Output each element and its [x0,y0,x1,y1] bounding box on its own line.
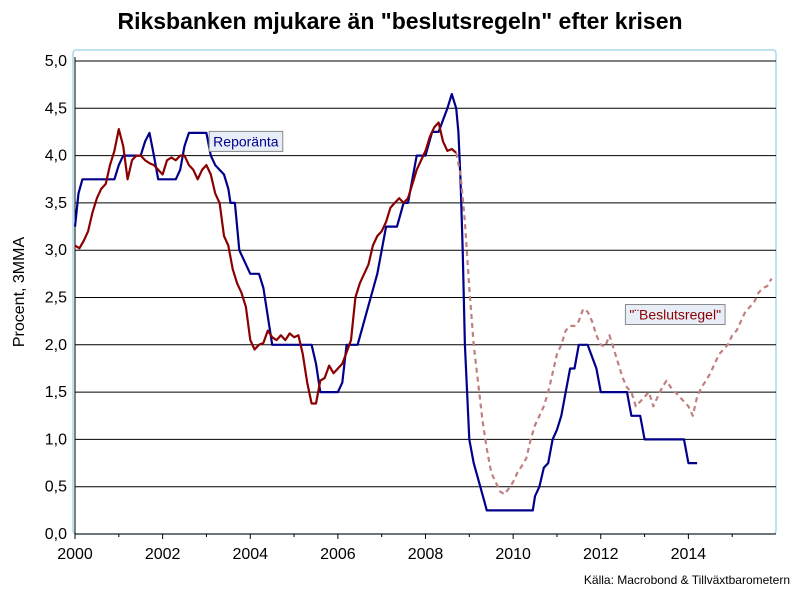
series-line-1 [74,121,457,405]
y-tick-label: 1,0 [45,431,67,448]
y-tick-label: 0,5 [45,479,67,496]
x-tick-label: 2000 [57,546,93,563]
y-tick-label: 0,0 [45,526,67,543]
chart-title: Riksbanken mjukare än "beslutsregeln" ef… [117,8,683,34]
annotation-1: "¨Beslutsregel" [624,304,726,326]
annotation-text: Reporänta [213,133,279,149]
gridlines [74,57,776,535]
y-tick-label: 4,0 [45,148,67,165]
y-tick-label: 3,5 [45,195,67,212]
x-tick-label: 2008 [408,546,444,563]
x-tick-label: 2014 [671,546,707,563]
annotation-box [624,304,726,326]
annotation-box [208,130,284,152]
series-line-2 [455,152,773,496]
y-tick-label: 3,0 [45,242,67,259]
series-lines [73,92,773,512]
annotation-0: Reporänta [208,130,284,152]
y-tick-label: 5,0 [45,53,67,70]
x-tick-label: 2002 [145,546,181,563]
x-tick-label: 2004 [232,546,268,563]
x-tick-label: 2006 [320,546,356,563]
y-tick-label: 4,5 [45,100,67,117]
source-note: Källa: Macrobond & Tillväxtbarometern [583,573,790,587]
x-tick-label: 2010 [495,546,531,563]
series-line-0 [73,92,698,512]
y-tick-label: 1,5 [45,384,67,401]
y-axis-ticks: 0,0 0,5 1,0 1,5 2,0 2,5 3,0 3,5 4,0 4,5 5,0 [45,53,67,543]
annotation-text: "¨Beslutsregel" [629,307,721,323]
annotations: Reporänta "¨Beslutsregel" [208,130,726,326]
plot-frame [72,49,777,535]
y-tick-label: 2,0 [45,337,67,354]
y-axis-label: Procent, 3MMA [11,237,28,348]
x-axis-ticks: 2000 2002 2004 2006 2008 2010 2012 2014 [57,534,733,563]
y-tick-label: 2,5 [45,290,67,307]
x-tick-label: 2012 [583,546,619,563]
